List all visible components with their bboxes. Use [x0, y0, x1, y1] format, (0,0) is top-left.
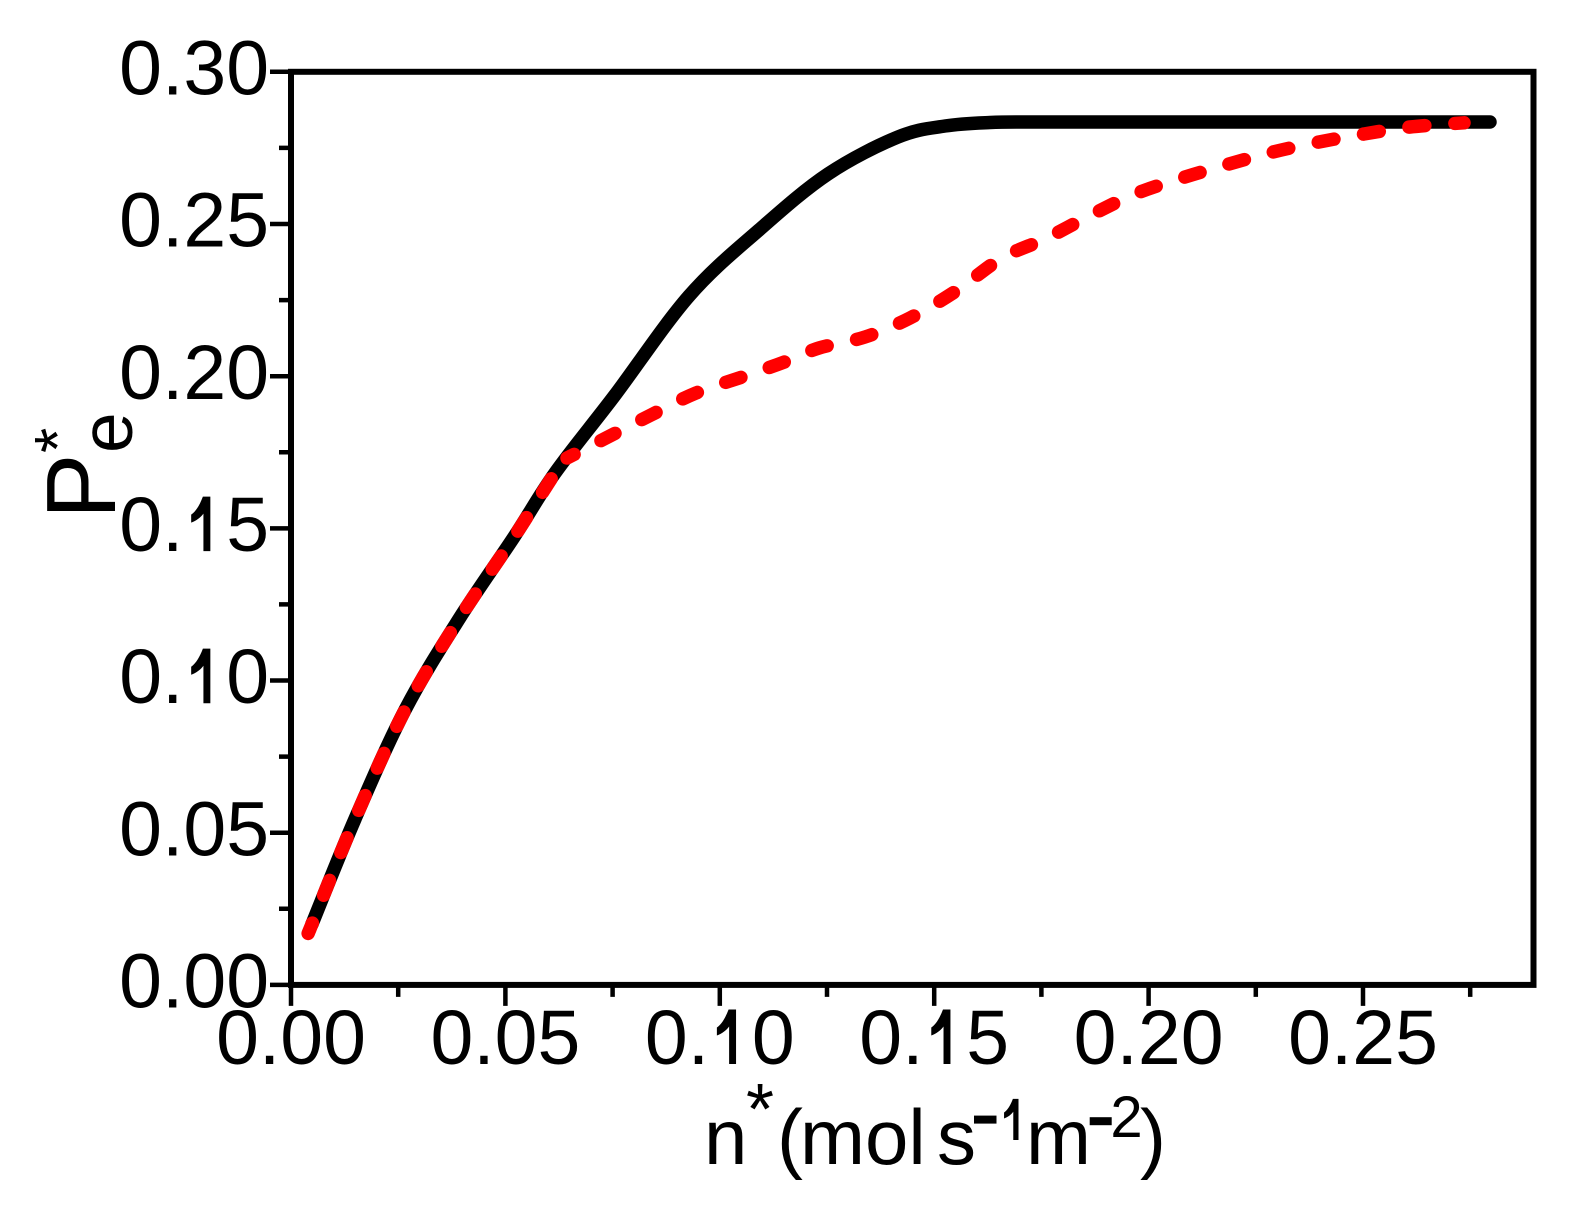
svg-text:): ) — [1140, 1093, 1166, 1181]
svg-text:P: P — [26, 454, 136, 519]
svg-text:0.00: 0.00 — [216, 995, 366, 1081]
svg-text:0.25: 0.25 — [1288, 995, 1438, 1081]
svg-text:0.25: 0.25 — [119, 178, 269, 264]
svg-text:0.20: 0.20 — [1074, 995, 1224, 1081]
svg-text:(: ( — [777, 1093, 803, 1181]
svg-text:0.00: 0.00 — [119, 939, 269, 1025]
svg-text:e: e — [67, 412, 148, 453]
svg-text:0.30: 0.30 — [119, 26, 269, 112]
svg-text:0.05: 0.05 — [119, 786, 269, 872]
svg-text:0: 0 — [752, 995, 795, 1081]
svg-text:5: 5 — [226, 482, 269, 568]
svg-text:n: n — [704, 1093, 747, 1181]
svg-text:5: 5 — [966, 995, 1009, 1081]
svg-text:0.: 0. — [859, 995, 923, 1081]
svg-text:*: * — [21, 428, 94, 453]
svg-text:0.20: 0.20 — [119, 330, 269, 416]
svg-text:0.: 0. — [645, 995, 709, 1081]
svg-text:0.05: 0.05 — [430, 995, 580, 1081]
svg-text:*: * — [746, 1070, 774, 1150]
svg-text:mol: mol — [800, 1093, 926, 1181]
svg-text:0.: 0. — [119, 482, 183, 568]
svg-text:0.: 0. — [119, 634, 183, 720]
svg-text:m: m — [1026, 1093, 1091, 1181]
svg-text:s: s — [937, 1093, 976, 1181]
svg-text:2: 2 — [1110, 1085, 1142, 1150]
svg-text:0: 0 — [226, 634, 269, 720]
